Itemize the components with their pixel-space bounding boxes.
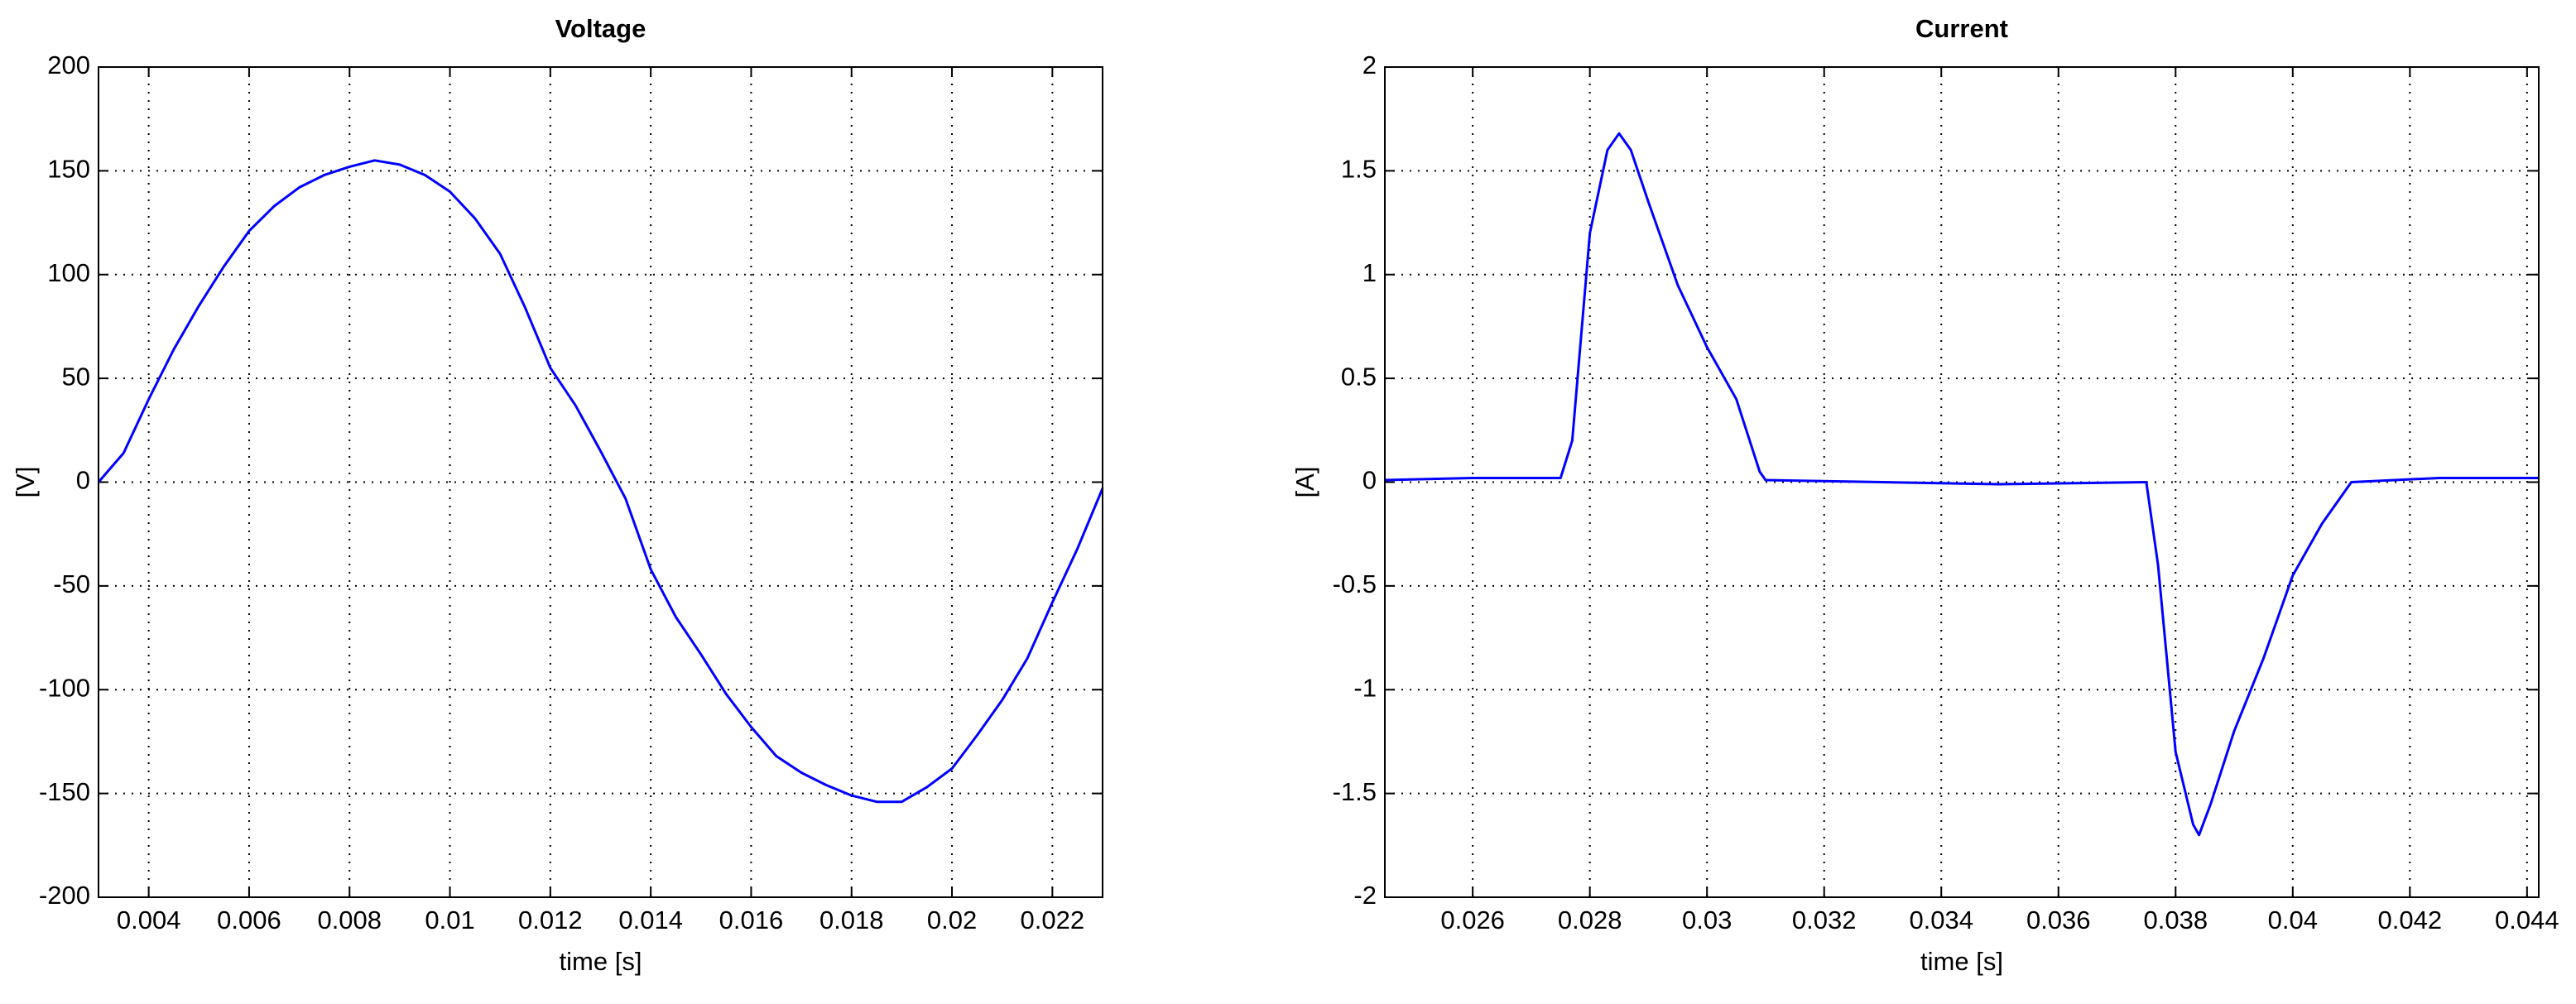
x-tick-label: 0.042: [2378, 906, 2443, 934]
x-tick-label: 0.03: [1682, 906, 1732, 934]
x-tick-label: 0.022: [1021, 906, 1085, 934]
y-tick-label: 150: [47, 155, 90, 184]
y-tick-label: -1: [1353, 673, 1377, 702]
y-tick-label: -50: [53, 569, 90, 598]
x-tick-label: 0.016: [719, 906, 784, 934]
y-tick-label: -1.5: [1333, 777, 1377, 806]
y-tick-label: 0: [1362, 466, 1377, 495]
x-tick-label: 0.044: [2495, 906, 2559, 934]
chart-title: Current: [1915, 14, 2008, 43]
y-tick-label: -0.5: [1333, 569, 1377, 598]
x-axis-label: time [s]: [560, 947, 642, 976]
y-tick-label: -200: [39, 881, 90, 910]
x-tick-label: 0.028: [1558, 906, 1622, 934]
x-tick-label: 0.02: [927, 906, 977, 934]
x-tick-label: 0.038: [2143, 906, 2208, 934]
y-tick-label: 100: [47, 258, 90, 287]
x-tick-label: 0.01: [425, 906, 474, 934]
plot-frame: [98, 66, 1103, 898]
x-tick-label: 0.014: [618, 906, 683, 934]
x-tick-label: 0.034: [1909, 906, 1973, 934]
x-axis-label: time [s]: [1920, 947, 2003, 976]
y-tick-label: 50: [62, 362, 90, 391]
x-tick-label: 0.006: [217, 906, 281, 934]
x-tick-label: 0.04: [2268, 906, 2318, 934]
plot-frame: [1384, 66, 2540, 898]
x-tick-label: 0.004: [117, 906, 181, 934]
y-axis-label: [A]: [1290, 467, 1319, 498]
data-line: [1384, 132, 2539, 837]
y-tick-label: 1.5: [1341, 155, 1377, 184]
data-line: [97, 159, 1104, 804]
y-tick-label: 2: [1362, 50, 1377, 79]
x-tick-label: 0.012: [518, 906, 583, 934]
y-tick-label: 1: [1362, 258, 1377, 287]
y-tick-label: -100: [39, 673, 90, 702]
x-tick-label: 0.018: [819, 906, 884, 934]
y-tick-label: -150: [39, 777, 90, 806]
y-tick-label: -2: [1353, 881, 1377, 910]
x-tick-label: 0.032: [1792, 906, 1857, 934]
x-tick-label: 0.008: [317, 906, 382, 934]
chart-title: Voltage: [555, 14, 646, 43]
x-tick-label: 0.026: [1440, 906, 1505, 934]
y-axis-label: [V]: [11, 467, 40, 498]
y-tick-label: 0: [76, 466, 90, 495]
y-tick-label: 0.5: [1341, 362, 1377, 391]
x-tick-label: 0.036: [2026, 906, 2091, 934]
y-tick-label: 200: [47, 50, 90, 79]
